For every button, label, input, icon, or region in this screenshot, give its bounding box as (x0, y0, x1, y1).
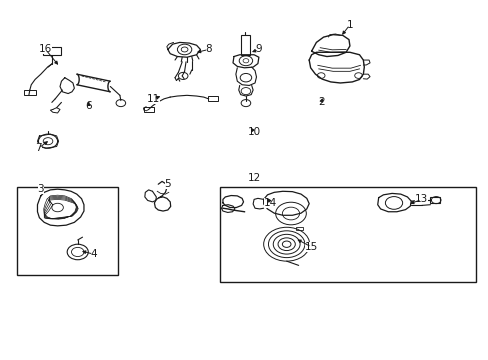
Bar (429, 197, 439, 203)
Text: 4: 4 (90, 249, 97, 259)
Text: 11: 11 (146, 94, 160, 104)
Text: 7: 7 (35, 143, 41, 153)
Text: 16: 16 (39, 45, 52, 54)
Bar (143, 107, 154, 112)
Bar (208, 96, 217, 101)
Bar (296, 226, 303, 230)
Bar (43, 47, 61, 55)
Text: 3: 3 (38, 184, 44, 194)
Text: 10: 10 (247, 127, 260, 138)
Text: 12: 12 (247, 173, 260, 183)
Text: 5: 5 (164, 179, 171, 189)
Text: 9: 9 (255, 45, 262, 54)
Text: 15: 15 (305, 242, 318, 252)
Bar (17, 187, 117, 275)
Bar (241, 35, 249, 55)
Text: 6: 6 (85, 101, 92, 111)
Text: 1: 1 (346, 20, 352, 30)
Text: 8: 8 (205, 45, 211, 54)
Bar (219, 187, 475, 282)
Text: 2: 2 (317, 98, 324, 107)
Text: 13: 13 (414, 194, 427, 204)
Bar (24, 90, 36, 95)
Text: 14: 14 (264, 198, 277, 208)
